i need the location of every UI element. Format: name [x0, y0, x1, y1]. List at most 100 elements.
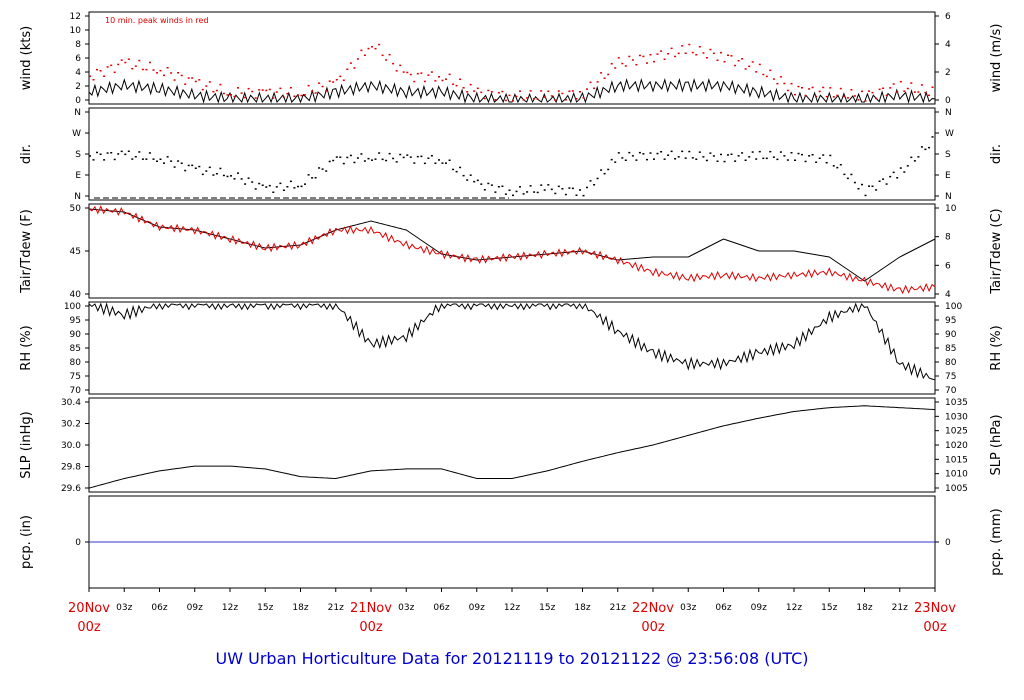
data-point — [818, 90, 821, 93]
data-point — [508, 94, 511, 97]
data-point — [321, 168, 324, 170]
data-point — [928, 146, 930, 149]
data-point — [596, 81, 599, 83]
data-point — [564, 99, 567, 101]
data-point — [138, 59, 141, 62]
data-point — [490, 184, 493, 186]
data-point — [462, 87, 465, 89]
data-point — [571, 187, 574, 190]
data-point — [878, 88, 881, 91]
y-tick-label: 0 — [945, 538, 951, 548]
data-point — [215, 173, 218, 175]
x-tick-label: 12z — [504, 603, 520, 613]
data-point — [402, 156, 405, 159]
data-point — [261, 89, 264, 91]
data-point — [141, 68, 144, 71]
data-point — [148, 152, 151, 154]
data-point — [177, 160, 180, 162]
data-point — [138, 151, 141, 153]
data-point — [222, 92, 225, 95]
data-point — [691, 157, 694, 159]
data-point — [247, 177, 250, 179]
data-point — [892, 83, 895, 85]
data-point — [378, 152, 381, 154]
data-point — [646, 62, 648, 64]
data-point — [117, 63, 120, 66]
data-point — [466, 179, 469, 181]
data-point — [318, 82, 321, 84]
data-point — [903, 90, 906, 92]
data-point — [695, 54, 698, 56]
data-point — [156, 72, 158, 74]
y-tick-label: 30.4 — [61, 398, 81, 408]
data-point — [829, 87, 832, 89]
data-point — [198, 165, 201, 168]
data-point — [522, 193, 525, 195]
y-tick-label: S — [75, 150, 81, 160]
series-line — [88, 302, 936, 381]
data-point — [293, 187, 296, 189]
data-point — [797, 152, 800, 155]
data-point — [335, 156, 338, 158]
data-point — [846, 177, 849, 180]
data-point — [120, 150, 123, 153]
data-point — [395, 70, 398, 72]
data-point — [741, 152, 744, 154]
data-point — [127, 58, 130, 60]
data-point — [896, 91, 899, 93]
data-point — [265, 89, 268, 92]
data-point — [314, 92, 317, 94]
data-point — [272, 97, 275, 99]
y-tick-label: W — [72, 129, 81, 139]
data-point — [494, 99, 497, 101]
data-point — [705, 57, 708, 59]
data-point — [388, 152, 391, 155]
data-point — [924, 148, 927, 151]
data-point — [790, 82, 793, 85]
data-point — [917, 156, 920, 158]
data-point — [92, 159, 95, 161]
data-point — [113, 71, 116, 73]
data-point — [321, 85, 324, 88]
data-point — [201, 88, 204, 91]
y-tick-label: 1030 — [945, 412, 968, 422]
data-point — [836, 166, 839, 169]
data-point — [589, 81, 592, 84]
y-tick-label: W — [945, 129, 954, 139]
data-point — [304, 94, 306, 96]
data-point — [275, 186, 278, 188]
data-point — [311, 90, 314, 92]
data-point — [392, 62, 395, 65]
data-point — [127, 150, 130, 152]
y-tick-label: 30.2 — [61, 420, 81, 430]
chart-footer-title: UW Urban Horticulture Data for 20121119 … — [215, 649, 809, 668]
data-point — [536, 191, 539, 194]
data-point — [649, 152, 652, 154]
data-point — [804, 95, 807, 97]
y-tick-label: 0 — [75, 96, 81, 106]
data-point — [466, 91, 469, 93]
data-point — [853, 95, 856, 97]
data-point — [540, 184, 543, 186]
data-point — [328, 160, 331, 163]
data-point — [579, 189, 581, 191]
data-point — [586, 186, 588, 189]
data-point — [233, 95, 236, 98]
data-point — [469, 83, 472, 86]
data-point — [490, 91, 493, 93]
data-point — [459, 78, 462, 80]
series-line — [88, 77, 936, 104]
y-tick-label: 75 — [70, 372, 81, 382]
data-point — [113, 158, 116, 161]
y-axis-label-left: pcp. (in) — [19, 515, 34, 569]
data-point — [885, 94, 888, 97]
y-tick-label: 95 — [945, 316, 956, 326]
y-axis-label-left: RH (%) — [19, 325, 34, 370]
data-point — [110, 64, 113, 67]
data-point — [254, 97, 257, 99]
data-point — [857, 99, 860, 101]
series-line — [88, 208, 936, 282]
data-point — [526, 97, 529, 99]
data-point — [515, 95, 518, 98]
y-tick-label: 50 — [70, 204, 82, 214]
